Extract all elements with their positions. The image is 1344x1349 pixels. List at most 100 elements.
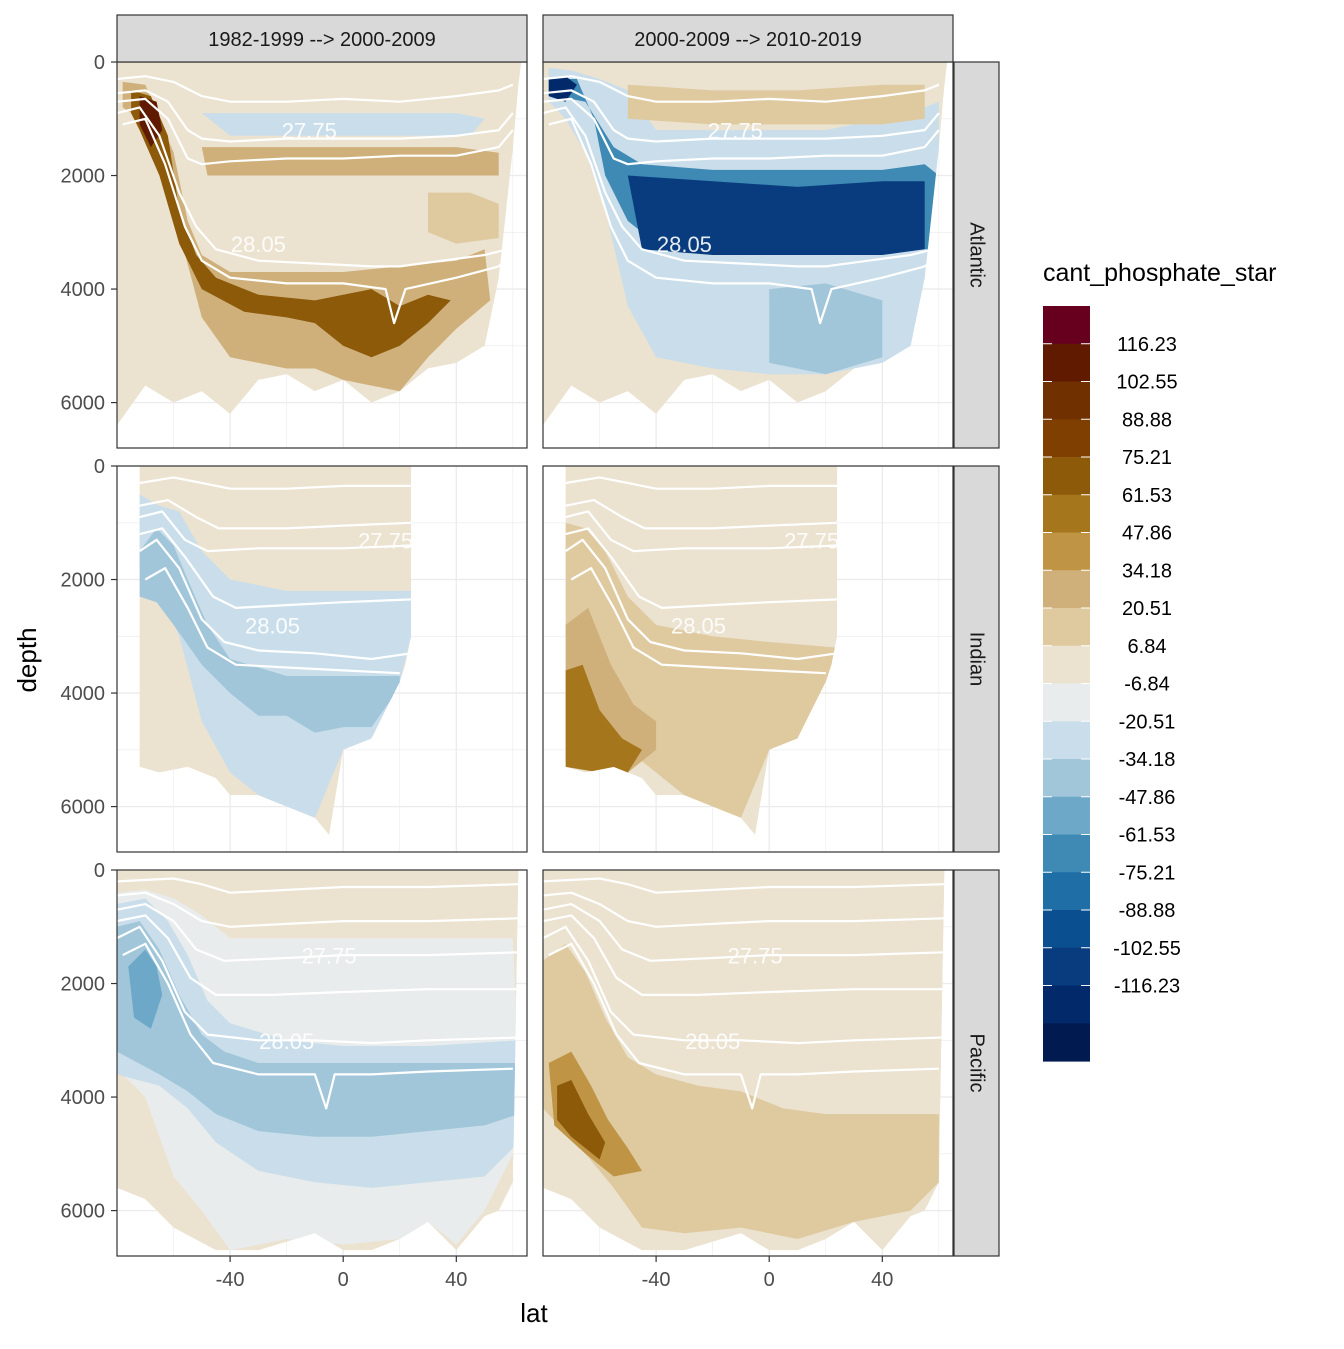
isopycnal-line xyxy=(139,510,412,553)
x-tick-label: 40 xyxy=(871,1269,893,1291)
row-strip-atlantic: Atlantic xyxy=(953,61,1000,449)
isopycnal-line xyxy=(565,510,838,553)
anomaly-layer xyxy=(139,528,400,733)
anomaly-layer xyxy=(627,84,925,125)
legend-break-label: -20.51 xyxy=(1119,711,1176,733)
y-tick-label: 0 xyxy=(94,52,105,74)
y-tick-label: 4000 xyxy=(61,1087,106,1109)
isopycnal-line xyxy=(117,75,514,103)
anomaly-layer xyxy=(769,283,883,375)
panel-border xyxy=(542,465,954,853)
legend-swatch xyxy=(1043,985,1090,1024)
isopycnal-line xyxy=(565,476,838,490)
anomaly-layer xyxy=(627,175,925,255)
legend-swatch xyxy=(1043,721,1090,760)
panel-indian-2: 27.75 28.05 xyxy=(542,465,954,853)
legend-break-label: 6.84 xyxy=(1128,636,1167,658)
anomaly-layer xyxy=(131,90,451,358)
isopycnal-line xyxy=(565,499,838,530)
legend-break-label: -47.86 xyxy=(1119,787,1176,809)
legend-swatch xyxy=(1043,381,1090,420)
y-tick-label: 0 xyxy=(94,456,105,478)
ocean-section: 27.75 28.05 xyxy=(565,466,838,835)
panel-border xyxy=(116,869,528,1257)
legend-break-label: 61.53 xyxy=(1122,485,1172,507)
legend-swatch xyxy=(1043,910,1090,949)
isopycnal-label: 28.05 xyxy=(231,232,286,257)
legend-swatch xyxy=(1043,796,1090,836)
isopycnal-line xyxy=(565,527,838,610)
row-strip-label: Atlantic xyxy=(966,222,988,288)
x-tick-label: 40 xyxy=(445,1269,467,1291)
isopycnal-line xyxy=(139,476,412,490)
isopycnal-label: 28.05 xyxy=(259,1029,314,1054)
anomaly-layer xyxy=(565,664,642,773)
legend-swatch xyxy=(1043,947,1090,987)
legend-break-label: 20.51 xyxy=(1122,598,1172,620)
legend-break-label: -102.55 xyxy=(1113,938,1181,960)
ocean-section: 27.75 28.05 xyxy=(543,62,948,426)
legend-break-label: 34.18 xyxy=(1122,560,1172,582)
row-strip-label: Pacific xyxy=(966,1034,988,1093)
y-tick-label: 2000 xyxy=(61,570,106,592)
isopycnal-line xyxy=(117,877,519,894)
legend-break-label: -88.88 xyxy=(1119,900,1176,922)
column-strip-1: 1982-1999 --> 2000-2009 xyxy=(116,14,528,63)
legend-swatch xyxy=(1043,872,1090,911)
column-strip-label: 1982-1999 --> 2000-2009 xyxy=(208,29,435,51)
isopycnal-label: 28.05 xyxy=(671,614,726,639)
isopycnal-line xyxy=(543,89,940,143)
y-tick-label: 0 xyxy=(94,860,105,882)
isopycnal-line xyxy=(548,117,940,325)
color-legend: 116.23 102.55 88.88 75.21 61.53 47.86 34.18 20.… xyxy=(1043,306,1181,1062)
legend-title: cant_phosphate_star xyxy=(1043,259,1277,287)
legend-break-label: 75.21 xyxy=(1122,447,1172,469)
isopycnal-label: 27.75 xyxy=(728,944,783,969)
x-tick-label: -40 xyxy=(216,1269,245,1291)
isopycnal-line xyxy=(117,97,514,166)
legend-swatch xyxy=(1043,306,1090,345)
isopycnal-line xyxy=(139,499,412,530)
panel-border xyxy=(542,869,954,1257)
legend-break-label: 116.23 xyxy=(1117,334,1177,356)
ocean-section: 27.75 28.05 xyxy=(117,870,519,1251)
isopycnal-line xyxy=(117,925,519,1045)
isopycnal-line xyxy=(565,538,838,661)
legend-swatch xyxy=(1043,683,1090,722)
legend-swatch xyxy=(1043,608,1090,647)
anomaly-layer xyxy=(201,113,485,136)
legend-swatch xyxy=(1043,645,1090,685)
legend-swatch xyxy=(1043,570,1090,609)
row-strip-pacific: Pacific xyxy=(953,869,1000,1257)
x-tick-label: 0 xyxy=(764,1269,775,1291)
isopycnal-line xyxy=(117,106,508,268)
x-axis-title: lat xyxy=(520,1298,548,1328)
panel-indian-1: 27.75 28.05 xyxy=(116,465,528,853)
isopycnal-line xyxy=(139,538,412,661)
panel-pacific-1: 27.75 28.05 xyxy=(116,869,528,1257)
isopycnal-line xyxy=(543,75,940,103)
isopycnal-label: 28.05 xyxy=(685,1029,740,1054)
legend-break-label: 47.86 xyxy=(1122,523,1172,545)
panel-border xyxy=(116,465,528,853)
anomaly-layer xyxy=(139,494,412,818)
isopycnal-line xyxy=(543,902,945,962)
legend-swatch xyxy=(1043,494,1090,534)
isopycnal-label: 28.05 xyxy=(657,232,712,257)
isopycnal-label: 27.75 xyxy=(282,119,337,144)
y-tick-label: 6000 xyxy=(61,797,106,819)
legend-swatch xyxy=(1043,343,1090,383)
legend-swatch xyxy=(1043,1023,1090,1062)
column-strip-label: 2000-2009 --> 2010-2019 xyxy=(634,29,861,51)
isopycnal-line xyxy=(570,567,826,675)
panel-atlantic-1: 27.75 28.05 xyxy=(116,61,528,449)
isopycnal-line xyxy=(144,567,400,675)
isopycnal-line xyxy=(122,117,514,325)
anomaly-layer xyxy=(201,147,499,176)
anomaly-layer xyxy=(557,1080,606,1160)
panel-atlantic-2: 27.75 28.05 xyxy=(542,61,954,449)
y-tick-label: 6000 xyxy=(61,1201,106,1223)
isopycnal-label: 28.05 xyxy=(245,614,300,639)
ocean-section: 27.75 28.05 xyxy=(543,870,945,1251)
